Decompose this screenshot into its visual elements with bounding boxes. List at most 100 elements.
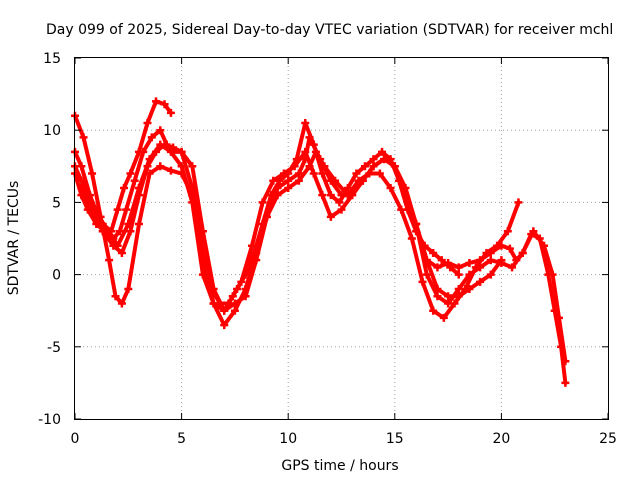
data-point-marker [335, 198, 344, 207]
data-point-marker [369, 162, 378, 171]
data-point-marker [294, 176, 303, 185]
data-point-marker [465, 285, 474, 294]
data-point-marker [160, 100, 169, 109]
data-point-marker [177, 169, 186, 178]
data-point-marker [505, 244, 514, 253]
y-tick-label: 10 [43, 123, 61, 139]
data-point-marker [433, 285, 442, 294]
data-point-marker [126, 227, 135, 236]
data-point-marker [326, 176, 335, 185]
data-point-marker [497, 256, 506, 265]
data-point-marker [147, 133, 156, 142]
data-point-marker [122, 205, 131, 214]
data-point-marker [508, 263, 517, 272]
data-point-marker [105, 256, 114, 265]
data-point-marker [326, 191, 335, 200]
data-point-marker [561, 378, 570, 387]
data-point-marker [107, 227, 116, 236]
data-point-marker [450, 299, 459, 308]
data-point-marker [77, 176, 86, 185]
data-point-marker [337, 205, 346, 214]
data-point-marker [433, 292, 442, 301]
data-point-marker [98, 227, 107, 236]
series-line-track-4 [73, 99, 173, 234]
data-point-marker [301, 155, 310, 164]
data-point-marker [241, 292, 250, 301]
data-point-marker [476, 256, 485, 265]
x-tick-label: 0 [71, 431, 80, 447]
data-point-marker [134, 191, 143, 200]
data-point-marker [378, 147, 387, 156]
data-point-marker [318, 191, 327, 200]
data-point-marker [465, 259, 474, 268]
data-point-marker [557, 342, 566, 351]
data-point-marker [301, 118, 310, 127]
x-tick-label: 15 [386, 431, 404, 447]
data-point-marker [166, 108, 175, 117]
data-point-marker [275, 176, 284, 185]
data-point-marker [497, 241, 506, 250]
data-point-marker [429, 248, 438, 257]
x-tick-label: 5 [177, 431, 186, 447]
data-point-marker [198, 248, 207, 257]
data-point-marker [160, 140, 169, 149]
data-point-marker [77, 183, 86, 192]
data-point-marker [134, 220, 143, 229]
series-group [71, 97, 570, 387]
data-point-marker [544, 270, 553, 279]
data-point-marker [429, 306, 438, 315]
data-point-marker [120, 183, 129, 192]
data-point-marker [369, 155, 378, 164]
data-point-marker [407, 234, 416, 243]
data-point-marker [284, 183, 293, 192]
data-point-marker [535, 234, 544, 243]
data-point-marker [152, 97, 161, 106]
data-point-marker [284, 176, 293, 185]
data-point-marker [230, 306, 239, 315]
x-tick-label: 20 [492, 431, 510, 447]
data-point-marker [422, 270, 431, 279]
data-point-marker [126, 169, 135, 178]
x-tick-label: 10 [279, 431, 297, 447]
data-point-marker [518, 248, 527, 257]
data-point-marker [375, 169, 384, 178]
data-point-marker [309, 140, 318, 149]
data-point-marker [224, 299, 233, 308]
data-point-marker [348, 191, 357, 200]
data-point-marker [188, 183, 197, 192]
data-point-marker [124, 285, 133, 294]
data-point-marker [88, 205, 97, 214]
data-point-marker [177, 147, 186, 156]
data-point-marker [326, 212, 335, 221]
series-line-track-5 [79, 121, 461, 306]
data-point-marker [352, 169, 361, 178]
data-point-marker [486, 270, 495, 279]
data-point-marker [267, 191, 276, 200]
data-point-marker [79, 133, 88, 142]
data-point-marker [233, 285, 242, 294]
data-point-marker [156, 162, 165, 171]
data-point-marker [88, 169, 97, 178]
data-point-marker [422, 256, 431, 265]
data-point-marker [143, 162, 152, 171]
data-point-marker [252, 256, 261, 265]
data-point-marker [115, 227, 124, 236]
data-point-marker [343, 183, 352, 192]
data-point-marker [360, 162, 369, 171]
y-tick-label: -10 [38, 412, 61, 428]
y-tick-label: 5 [52, 195, 61, 211]
data-point-marker [527, 230, 536, 239]
y-tick-label: 0 [52, 268, 61, 284]
data-point-marker [220, 321, 229, 330]
data-point-marker [113, 205, 122, 214]
data-point-marker [166, 166, 175, 175]
data-point-marker [476, 277, 485, 286]
data-point-marker [134, 147, 143, 156]
data-point-marker [454, 270, 463, 279]
data-point-marker [439, 313, 448, 322]
data-point-marker [215, 299, 224, 308]
data-point-marker [111, 292, 120, 301]
data-point-marker [444, 259, 453, 268]
data-point-marker [220, 306, 229, 315]
